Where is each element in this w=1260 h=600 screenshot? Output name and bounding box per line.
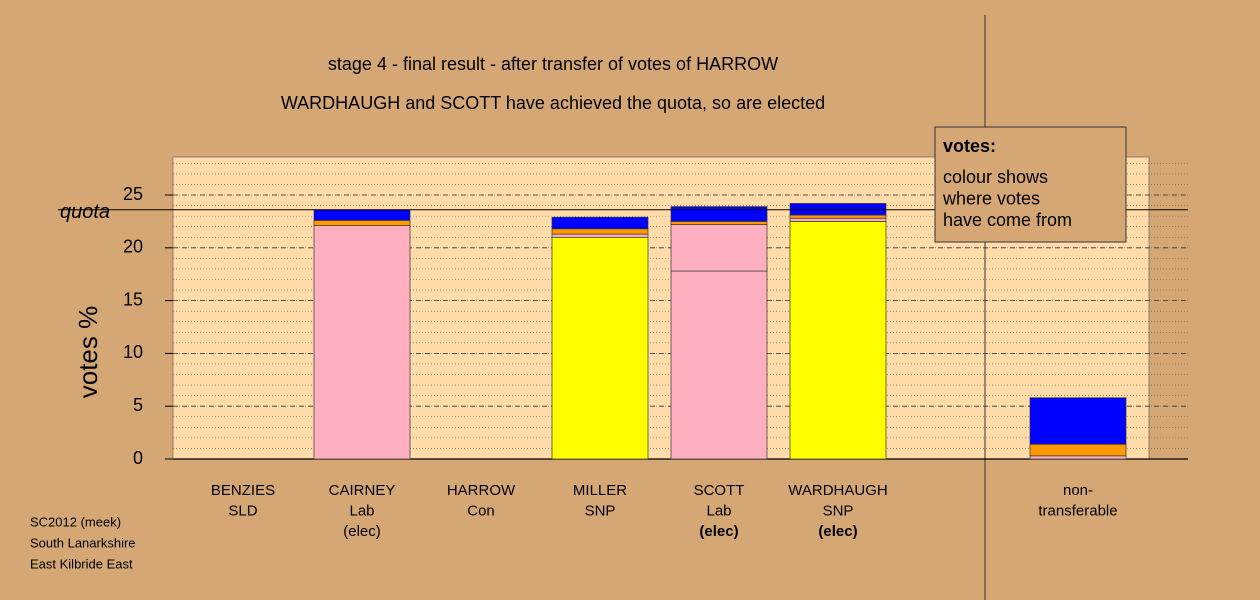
x-tick-label: HARROW [447, 482, 516, 499]
bar-segment [551, 236, 649, 460]
legend-text: colour shows [943, 167, 1048, 187]
footer-text: SC2012 (meek) [30, 514, 121, 529]
chart-subtitle: WARDHAUGH and SCOTT have achieved the qu… [281, 93, 825, 113]
x-tick-label: SCOTT [694, 482, 745, 499]
legend-title: votes: [943, 136, 996, 156]
x-tick-label: (elec) [343, 523, 381, 540]
bar-segment [551, 216, 649, 230]
chart-title: stage 4 - final result - after transfer … [328, 54, 778, 74]
x-tick-label: MILLER [573, 482, 627, 499]
x-tick-label: non- [1063, 482, 1093, 499]
bar-segment [1029, 455, 1127, 460]
x-tick-label: Con [467, 502, 495, 519]
footer-text: South Lanarkshire [30, 535, 136, 550]
x-tick-label: CAIRNEY [329, 482, 396, 499]
footer-text: East Kilbride East [30, 556, 133, 571]
x-tick-label: SLD [228, 502, 257, 519]
y-tick-label: 5 [133, 395, 143, 415]
bar-segment [1029, 397, 1127, 445]
x-tick-label: (elec) [818, 523, 857, 540]
legend-text: where votes [942, 188, 1040, 208]
bar-segment [670, 221, 768, 225]
x-tick-label: BENZIES [211, 482, 275, 499]
x-tick-label: (elec) [699, 523, 738, 540]
x-tick-label: SNP [585, 502, 616, 519]
bar-segment [313, 220, 411, 226]
x-tick-label: WARDHAUGH [788, 482, 887, 499]
y-tick-label: 0 [133, 448, 143, 468]
legend-text: have come from [943, 210, 1072, 230]
x-tick-label: SNP [823, 502, 854, 519]
bar-segment [789, 221, 887, 460]
bar-segment [313, 209, 411, 221]
y-tick-label: 10 [123, 342, 143, 362]
bar-segment [1029, 443, 1127, 457]
quota-label: quota [60, 201, 110, 223]
x-tick-label: Lab [349, 502, 374, 519]
x-tick-label: Lab [706, 502, 731, 519]
bar-segment [551, 228, 649, 235]
y-tick-label: 20 [123, 237, 143, 257]
bar-segment [789, 217, 887, 222]
bar-segment [789, 203, 887, 216]
bar-segment [670, 206, 768, 222]
y-axis-label: votes % [73, 306, 103, 399]
y-tick-label: 15 [123, 289, 143, 309]
bar-segment [551, 233, 649, 238]
bar-segment [313, 225, 411, 460]
legend-box [934, 126, 1127, 243]
x-tick-label: transferable [1038, 502, 1117, 519]
bar-segment [789, 214, 887, 219]
bar-segment [670, 270, 768, 460]
bar-segment [670, 224, 768, 272]
y-tick-label: 25 [123, 184, 143, 204]
